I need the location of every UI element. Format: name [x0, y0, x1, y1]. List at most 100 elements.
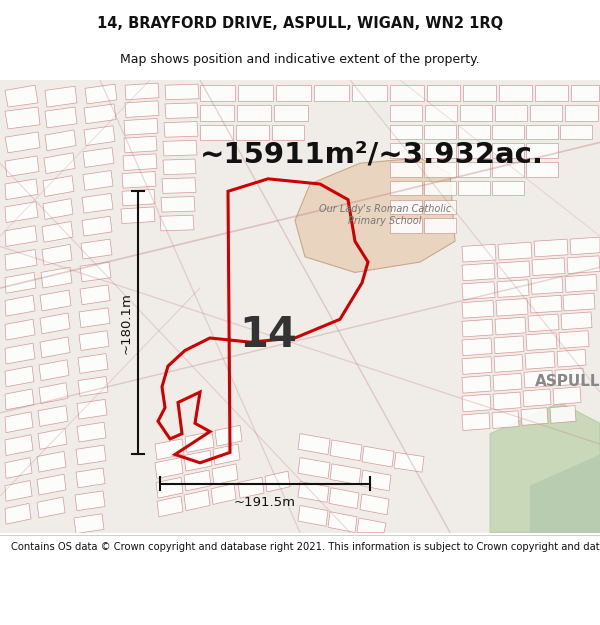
- Polygon shape: [40, 313, 70, 334]
- Polygon shape: [570, 237, 600, 255]
- Polygon shape: [530, 105, 562, 121]
- Polygon shape: [530, 454, 600, 532]
- Polygon shape: [5, 412, 33, 432]
- Polygon shape: [555, 368, 584, 386]
- Polygon shape: [462, 394, 491, 412]
- Polygon shape: [390, 181, 422, 196]
- Polygon shape: [462, 357, 492, 374]
- Polygon shape: [330, 440, 362, 461]
- Polygon shape: [42, 244, 72, 265]
- Polygon shape: [330, 464, 361, 484]
- Polygon shape: [5, 458, 32, 478]
- Polygon shape: [534, 239, 568, 257]
- Polygon shape: [298, 506, 328, 526]
- Polygon shape: [390, 199, 422, 214]
- Polygon shape: [462, 338, 492, 356]
- Polygon shape: [458, 181, 490, 196]
- Polygon shape: [328, 512, 357, 532]
- Text: 14: 14: [239, 314, 297, 356]
- Polygon shape: [329, 488, 359, 509]
- Polygon shape: [458, 162, 490, 177]
- Polygon shape: [39, 382, 68, 404]
- Text: Map shows position and indicative extent of the property.: Map shows position and indicative extent…: [120, 54, 480, 66]
- Polygon shape: [561, 312, 592, 329]
- Polygon shape: [424, 125, 456, 139]
- Polygon shape: [76, 445, 106, 465]
- Polygon shape: [361, 470, 391, 491]
- Text: ~180.1m: ~180.1m: [119, 292, 133, 354]
- Polygon shape: [360, 494, 389, 515]
- Polygon shape: [5, 156, 39, 177]
- Polygon shape: [492, 125, 524, 139]
- Polygon shape: [5, 435, 33, 456]
- Polygon shape: [42, 221, 73, 243]
- Polygon shape: [496, 299, 528, 316]
- Polygon shape: [531, 277, 563, 294]
- Text: ASPULL: ASPULL: [535, 374, 600, 389]
- Polygon shape: [495, 105, 527, 121]
- Polygon shape: [5, 179, 38, 199]
- Text: ~15911m²/~3.932ac.: ~15911m²/~3.932ac.: [200, 141, 544, 169]
- Polygon shape: [390, 162, 422, 177]
- Polygon shape: [213, 444, 240, 465]
- Polygon shape: [82, 193, 113, 213]
- Polygon shape: [462, 376, 491, 393]
- Polygon shape: [495, 317, 526, 335]
- Polygon shape: [298, 481, 329, 502]
- Polygon shape: [490, 402, 600, 532]
- Polygon shape: [550, 406, 576, 423]
- Polygon shape: [45, 86, 77, 107]
- Polygon shape: [5, 226, 37, 246]
- Polygon shape: [5, 272, 36, 293]
- Polygon shape: [497, 261, 530, 279]
- Polygon shape: [462, 282, 495, 299]
- Polygon shape: [162, 177, 196, 193]
- Polygon shape: [526, 144, 558, 158]
- Polygon shape: [521, 408, 548, 426]
- Polygon shape: [200, 105, 234, 121]
- Polygon shape: [184, 451, 212, 471]
- Polygon shape: [553, 387, 581, 404]
- Polygon shape: [40, 290, 71, 311]
- Polygon shape: [458, 144, 490, 158]
- Polygon shape: [161, 196, 195, 212]
- Polygon shape: [79, 308, 110, 328]
- Polygon shape: [462, 263, 495, 281]
- Polygon shape: [84, 104, 116, 124]
- Text: Our Lady's Roman Catholic
Primary School: Our Lady's Roman Catholic Primary School: [319, 204, 451, 226]
- Polygon shape: [160, 215, 194, 231]
- Polygon shape: [524, 370, 553, 388]
- Polygon shape: [184, 490, 210, 511]
- Polygon shape: [37, 497, 65, 518]
- Polygon shape: [157, 496, 183, 517]
- Polygon shape: [458, 125, 490, 139]
- Polygon shape: [185, 432, 214, 452]
- Polygon shape: [394, 452, 424, 472]
- Polygon shape: [492, 144, 524, 158]
- Polygon shape: [498, 242, 532, 260]
- Polygon shape: [526, 162, 558, 177]
- Polygon shape: [200, 125, 233, 141]
- Polygon shape: [238, 478, 264, 498]
- Polygon shape: [5, 85, 38, 107]
- Polygon shape: [38, 406, 68, 426]
- Polygon shape: [83, 148, 114, 168]
- Polygon shape: [5, 202, 38, 222]
- Polygon shape: [75, 491, 105, 511]
- Polygon shape: [565, 105, 598, 121]
- Polygon shape: [37, 474, 66, 495]
- Polygon shape: [462, 413, 490, 431]
- Polygon shape: [40, 337, 70, 357]
- Polygon shape: [184, 470, 211, 491]
- Polygon shape: [122, 189, 155, 206]
- Polygon shape: [265, 471, 290, 492]
- Polygon shape: [80, 262, 111, 282]
- Polygon shape: [492, 181, 524, 196]
- Polygon shape: [493, 392, 521, 410]
- Polygon shape: [526, 125, 558, 139]
- Polygon shape: [352, 85, 387, 101]
- Polygon shape: [78, 354, 108, 373]
- Polygon shape: [237, 105, 271, 121]
- Polygon shape: [462, 244, 496, 262]
- Polygon shape: [122, 171, 156, 188]
